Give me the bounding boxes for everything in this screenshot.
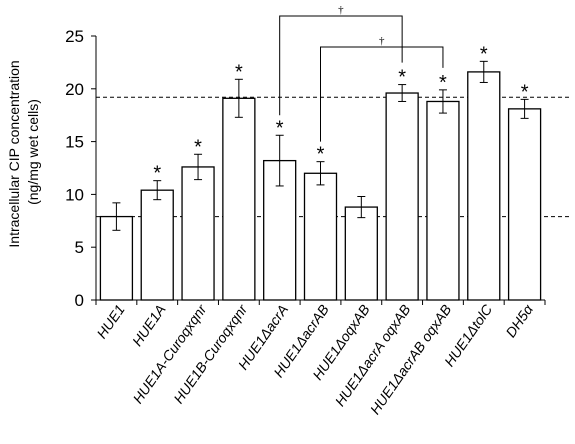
y-tick-label-25: 25	[65, 27, 84, 46]
bar-10	[507, 108, 542, 301]
y-axis-label-line1: Intracellular CIP concentration	[6, 60, 22, 247]
x-tick-label-0: HUE1	[93, 302, 128, 342]
y-ticks: 0 5 10 15 20 25	[65, 27, 546, 310]
x-tick-label-2: HUE1A-Curoqxqnr	[129, 300, 210, 406]
bracket-0	[279, 15, 403, 116]
significance-brackets: ††	[279, 4, 444, 142]
x-tick-label-7: HUE1ΔacrA oqxAB	[332, 302, 414, 410]
significance-star-1: *	[153, 163, 161, 185]
bar-3	[222, 97, 256, 301]
y-axis-label: Intracellular CIP concentration (ng/mg w…	[6, 56, 41, 247]
bar-5	[303, 172, 338, 301]
y-tick-label-15: 15	[65, 133, 84, 152]
y-tick-label-20: 20	[65, 80, 84, 99]
y-tick-label-0: 0	[75, 291, 84, 310]
bar-6	[344, 206, 378, 301]
significance-star-7: *	[398, 67, 406, 89]
significance-star-10: *	[521, 81, 529, 103]
x-tick-label-10: DH5α	[502, 301, 536, 340]
bracket-1	[320, 46, 444, 142]
significance-star-5: *	[317, 144, 325, 166]
significance-star-3: *	[235, 61, 243, 83]
bracket-label-1: †	[379, 35, 385, 47]
bracket-label-0: †	[338, 4, 344, 16]
bar-9	[467, 71, 501, 301]
x-tick-label-3: HUE1B-Curoqxqnr	[170, 300, 251, 406]
bar-1	[140, 189, 174, 301]
significance-star-2: *	[194, 136, 202, 158]
axes	[95, 36, 545, 301]
y-tick-label-10: 10	[65, 185, 84, 204]
y-tick-label-5: 5	[75, 238, 84, 257]
bar-8	[426, 100, 460, 301]
bar-2	[181, 166, 215, 301]
bars: * * * * * * * * *	[99, 43, 542, 301]
significance-star-8: *	[439, 72, 447, 94]
significance-star-4: *	[276, 117, 284, 139]
significance-star-9: *	[480, 43, 488, 65]
y-axis-label-line2: (ng/mg wet cells)	[25, 99, 41, 205]
bar-7	[385, 92, 419, 301]
x-tick-label-1: HUE1A	[129, 302, 169, 349]
